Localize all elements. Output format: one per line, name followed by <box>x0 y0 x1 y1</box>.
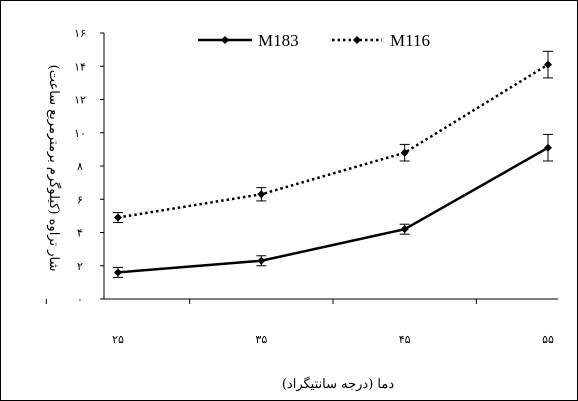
x-tick-label: ۴۵ <box>399 333 411 346</box>
axes <box>103 33 558 300</box>
series-line <box>117 63 549 219</box>
data-point <box>400 148 409 157</box>
legend: M183 M116 <box>198 31 430 50</box>
x-tick-label: ۲۵ <box>112 333 124 346</box>
y-tick-label: ۱۴ <box>74 60 86 73</box>
data-point <box>114 268 122 277</box>
y-tick-label: ۲ <box>77 260 83 273</box>
data-point <box>257 256 266 265</box>
series-layer <box>113 50 553 278</box>
x-axis-label: دما (درجه سانتیگراد) <box>282 376 394 392</box>
legend-label: M116 <box>390 31 430 50</box>
data-point <box>544 143 552 152</box>
series-M183 <box>113 133 553 278</box>
series-line <box>117 146 549 274</box>
y-tick-label: ۸ <box>77 160 83 173</box>
y-ticks: ۰ ۲ ۴ ۶ ۸ ۱۰ ۱۲ ۱۴ ۱۶ <box>74 27 104 306</box>
y-tick-label: ۰ <box>77 293 83 306</box>
legend-swatch-marker <box>353 36 361 44</box>
legend-label: M183 <box>258 31 299 50</box>
data-point <box>544 60 552 69</box>
y-tick-label: ۴ <box>77 227 83 240</box>
data-point <box>400 225 409 234</box>
y-tick-label: ۱۲ <box>74 94 86 107</box>
y-tick-label: ۱۶ <box>74 27 86 40</box>
series-M116 <box>113 50 553 224</box>
legend-item-M183: M183 <box>198 31 299 50</box>
legend-item-M116: M116 <box>332 31 430 50</box>
legend-swatch-marker <box>221 36 229 44</box>
x-tick-label: ۳۵ <box>255 333 267 346</box>
y-tick-label: ۱۰ <box>74 127 86 140</box>
data-point <box>257 190 266 199</box>
x-ticks: ۲۵ ۳۵ ۴۵ ۵۵ <box>45 299 554 346</box>
data-point <box>114 213 122 222</box>
x-tick-label: ۵۵ <box>542 333 554 346</box>
y-tick-label: ۶ <box>77 193 83 206</box>
y-axis-label: شار تراوه (کیلوگرم برمترمربع ساعت) <box>46 65 62 272</box>
